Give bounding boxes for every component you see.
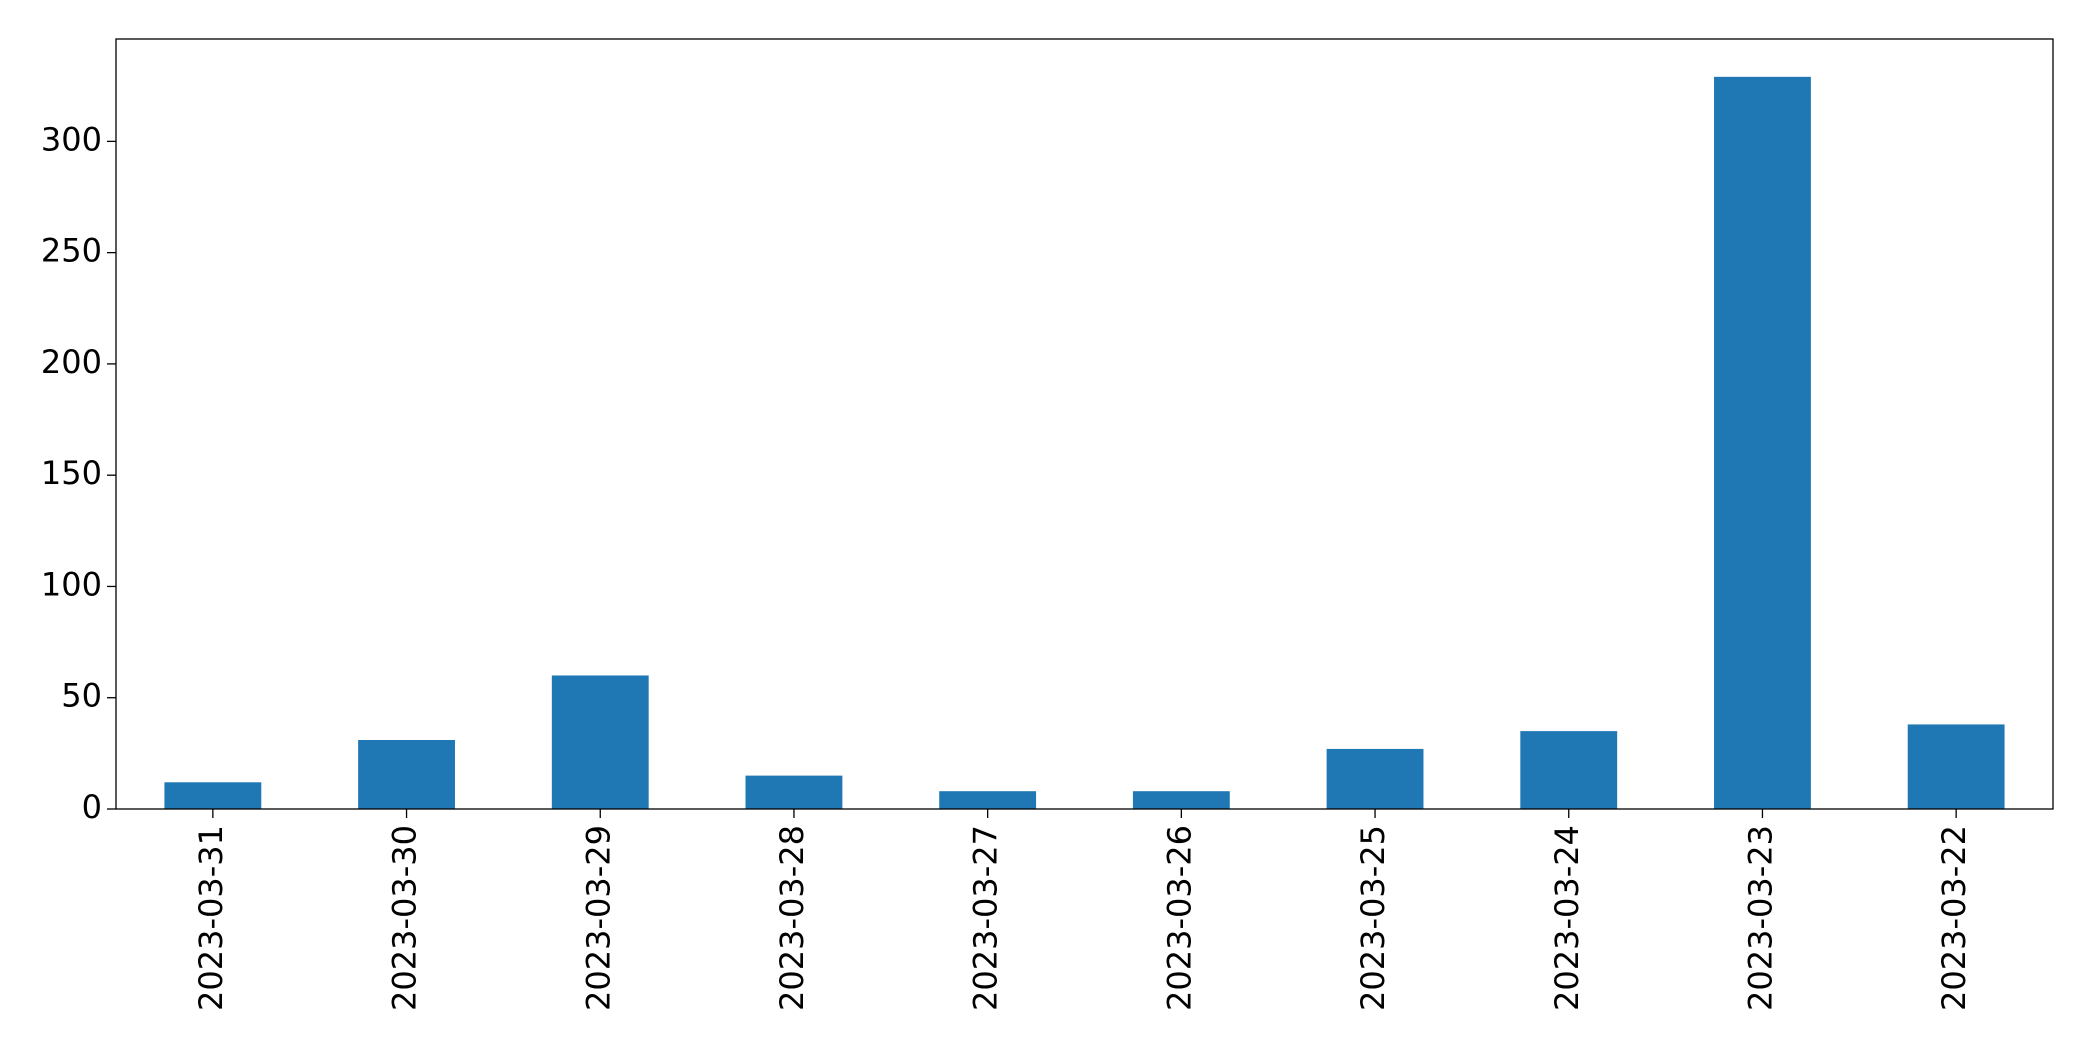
y-tick-label: 300 — [41, 120, 102, 158]
y-tick-label: 50 — [61, 677, 102, 715]
x-tick-label: 2023-03-27 — [967, 825, 1005, 1011]
bar — [358, 740, 455, 809]
bar — [1520, 731, 1618, 809]
x-tick-label: 2023-03-29 — [579, 825, 617, 1011]
bar — [164, 782, 262, 809]
y-tick-label: 200 — [41, 343, 102, 381]
x-tick-label: 2023-03-22 — [1935, 825, 1973, 1011]
bar — [1326, 748, 1424, 809]
bar — [1714, 76, 1811, 809]
x-tick-label: 2023-03-23 — [1741, 825, 1779, 1011]
y-tick-label: 250 — [41, 232, 102, 270]
bar — [745, 775, 843, 809]
bar — [939, 791, 1037, 809]
bar — [1907, 724, 2005, 809]
x-tick-label: 2023-03-28 — [773, 825, 811, 1011]
bar — [1132, 791, 1230, 809]
x-tick-label: 2023-03-24 — [1548, 825, 1586, 1011]
x-tick-label: 2023-03-30 — [386, 825, 424, 1011]
y-tick-label: 0 — [82, 788, 102, 826]
x-tick-label: 2023-03-26 — [1160, 825, 1198, 1011]
x-tick-label: 2023-03-31 — [192, 825, 230, 1011]
plot-frame — [115, 38, 2054, 810]
x-tick-label: 2023-03-25 — [1354, 825, 1392, 1011]
bar — [551, 675, 649, 809]
y-tick-label: 100 — [41, 565, 102, 603]
y-tick-label: 150 — [41, 454, 102, 492]
